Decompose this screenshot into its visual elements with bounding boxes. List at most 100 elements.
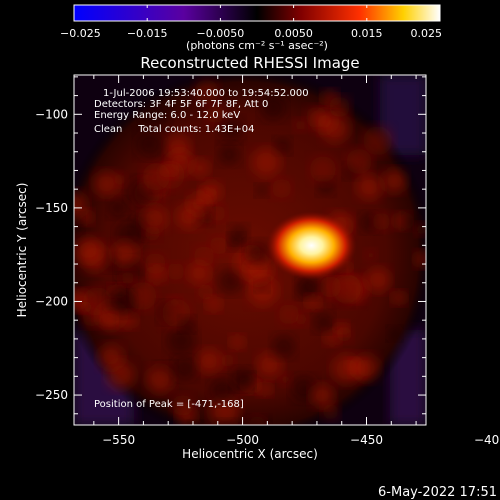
emission-blob bbox=[387, 327, 402, 341]
emission-blob bbox=[239, 373, 254, 388]
emission-blob bbox=[414, 251, 426, 268]
x-tick-label: −450 bbox=[350, 433, 383, 447]
x-tick-label: −400 bbox=[474, 433, 500, 447]
emission-blob bbox=[102, 313, 116, 328]
emission-blob bbox=[356, 174, 382, 200]
annotation-block: 1-Jul-2006 19:53:40.000 to 19:54:52.000 … bbox=[94, 88, 309, 135]
x-tick-label: −550 bbox=[102, 433, 135, 447]
colorbar-tick-label: 0.0050 bbox=[274, 27, 313, 40]
emission-blob bbox=[329, 96, 350, 118]
emission-blob bbox=[98, 344, 124, 370]
emission-blob bbox=[365, 267, 391, 292]
colorbar bbox=[74, 5, 440, 21]
y-tick-label: −150 bbox=[35, 201, 68, 215]
colorbar-tick-label: 0.025 bbox=[411, 27, 443, 40]
emission-blob bbox=[194, 79, 219, 104]
emission-blob bbox=[112, 240, 138, 266]
annotation-energy-range: Energy Range: 6.0 - 12.0 keV bbox=[94, 110, 240, 121]
annotation-detectors: Detectors: 3F 4F 5F 6F 7F 8F, Att 0 bbox=[94, 99, 268, 110]
emission-blob bbox=[136, 131, 164, 158]
annotation-time-range: 1-Jul-2006 19:53:40.000 to 19:54:52.000 bbox=[103, 88, 309, 99]
colorbar-tick-label: −0.015 bbox=[127, 27, 168, 40]
emission-blob bbox=[210, 396, 240, 425]
emission-blob bbox=[382, 169, 407, 193]
colorbar-tick-label: 0.015 bbox=[351, 27, 383, 40]
emission-blob bbox=[128, 281, 157, 311]
colorbar-tick-label: −0.0050 bbox=[197, 27, 245, 40]
emission-blob bbox=[278, 303, 300, 325]
emission-blob bbox=[74, 215, 83, 234]
emission-blob bbox=[246, 241, 270, 265]
emission-blob bbox=[218, 420, 235, 425]
emission-blob bbox=[335, 321, 349, 335]
y-axis-label: Heliocentric Y (arcsec) bbox=[15, 183, 29, 318]
emission-blob bbox=[230, 335, 245, 350]
emission-blob bbox=[146, 366, 174, 394]
emission-blob bbox=[197, 283, 214, 301]
y-tick-label: −200 bbox=[35, 294, 68, 308]
emission-blob bbox=[197, 348, 222, 374]
emission-blob bbox=[230, 225, 248, 244]
emission-blob bbox=[305, 295, 321, 310]
colorbar-tick-label: −0.025 bbox=[60, 27, 101, 40]
emission-blob bbox=[255, 184, 268, 197]
emission-blob bbox=[179, 316, 195, 332]
emission-blob bbox=[162, 163, 177, 178]
emission-blob bbox=[251, 148, 281, 177]
emission-blob bbox=[120, 270, 135, 286]
emission-blob bbox=[108, 198, 128, 218]
emission-blob bbox=[148, 266, 166, 284]
emission-blob bbox=[311, 384, 334, 408]
emission-blob bbox=[209, 236, 228, 255]
x-axis-label: Heliocentric X (arcsec) bbox=[182, 447, 318, 461]
plot-area bbox=[74, 75, 426, 425]
emission-blob bbox=[206, 105, 225, 124]
emission-blob bbox=[141, 205, 168, 231]
emission-blob bbox=[217, 268, 244, 294]
annotation-clean-counts: Clean Total counts: 1.43E+04 bbox=[94, 124, 254, 135]
emission-blob bbox=[271, 178, 292, 199]
emission-blob bbox=[189, 421, 201, 425]
emission-blob bbox=[141, 99, 169, 127]
emission-blob bbox=[319, 276, 342, 298]
emission-blob bbox=[79, 300, 93, 314]
x-tick-label: −500 bbox=[226, 433, 259, 447]
emission-blob bbox=[257, 381, 272, 396]
plot-frame bbox=[73, 74, 427, 426]
emission-blob bbox=[309, 156, 336, 183]
emission-blob bbox=[404, 213, 420, 229]
emission-blob bbox=[209, 378, 235, 404]
emission-blob bbox=[206, 296, 222, 312]
emission-blob bbox=[106, 288, 134, 315]
colorbar-frame bbox=[73, 4, 441, 22]
emission-texture bbox=[74, 79, 426, 425]
emission-blob bbox=[272, 335, 296, 358]
emission-blob bbox=[299, 274, 322, 298]
emission-blob bbox=[317, 178, 334, 195]
colorbar-unit-label: (photons cm⁻² s⁻¹ asec⁻²) bbox=[186, 39, 328, 52]
emission-blob bbox=[256, 352, 283, 378]
emission-blob bbox=[244, 417, 267, 425]
emission-blob bbox=[166, 262, 185, 281]
emission-blob bbox=[220, 353, 235, 368]
emission-blob bbox=[75, 237, 102, 263]
emission-blob bbox=[172, 394, 194, 416]
emission-blob bbox=[190, 158, 210, 178]
emission-blob bbox=[352, 354, 380, 381]
emission-blob bbox=[346, 148, 372, 175]
emission-blob bbox=[187, 193, 210, 215]
emission-blob bbox=[167, 326, 196, 355]
emission-blob bbox=[291, 375, 317, 402]
emission-blob bbox=[294, 118, 308, 132]
emission-blob bbox=[193, 246, 215, 267]
emission-blob bbox=[322, 403, 339, 420]
peak-source bbox=[266, 211, 357, 280]
emission-blob bbox=[93, 171, 119, 197]
emission-blob bbox=[274, 137, 291, 154]
y-tick-label: −250 bbox=[35, 388, 68, 402]
emission-blob bbox=[313, 109, 336, 133]
emission-blob bbox=[74, 191, 87, 219]
emission-blob bbox=[219, 117, 243, 142]
emission-blob bbox=[188, 262, 210, 285]
emission-blob bbox=[391, 290, 406, 305]
